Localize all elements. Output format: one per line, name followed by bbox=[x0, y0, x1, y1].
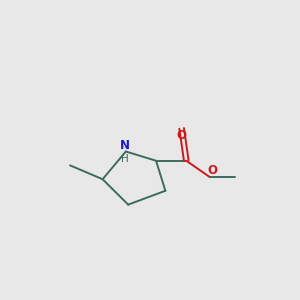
Text: N: N bbox=[120, 139, 130, 152]
Text: O: O bbox=[177, 129, 187, 142]
Text: O: O bbox=[207, 164, 217, 177]
Text: H: H bbox=[121, 154, 129, 164]
